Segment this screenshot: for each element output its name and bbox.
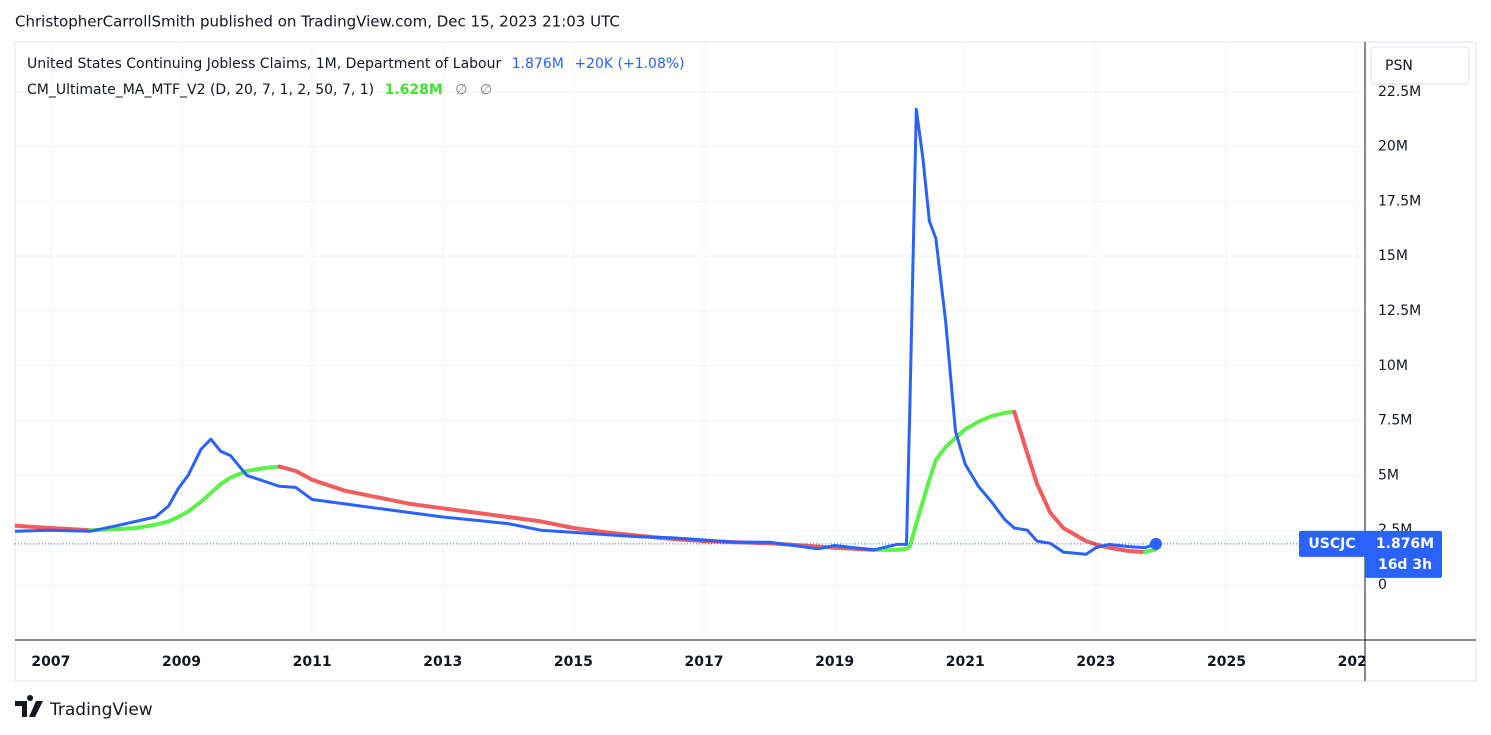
- y-tick-label: 15M: [1378, 248, 1408, 264]
- footer-brand: TradingView: [49, 700, 153, 720]
- series-name: United States Continuing Jobless Claims,…: [27, 56, 501, 72]
- psn-button[interactable]: [1370, 46, 1470, 85]
- x-tick-label: 2017: [685, 654, 724, 670]
- price-tag-value: 1.876M: [1376, 536, 1434, 552]
- x-tick-label: 2025: [1207, 654, 1246, 670]
- x-tick-label: 2015: [554, 654, 593, 670]
- x-tick-label: 2009: [162, 654, 201, 670]
- x-tick-label: 2021: [946, 654, 985, 670]
- indicator-line: [871, 409, 1017, 552]
- indicator-line: [277, 464, 876, 552]
- x-tick-label: 2019: [815, 654, 854, 670]
- psn-button-label[interactable]: PSN: [1385, 58, 1413, 74]
- y-tick-label: 12.5M: [1378, 303, 1421, 319]
- indicator-extra: ∅: [455, 82, 467, 98]
- indicator-line: [1012, 409, 1147, 555]
- x-tick-labels: 2007 2009 2011 2013 2015 2017 2019 2021 2023 2025…: [31, 654, 1377, 670]
- series-line: [15, 107, 1157, 556]
- x-tick-label: 2023: [1076, 654, 1115, 670]
- indicator-extra: ∅: [480, 82, 492, 98]
- y-tick-label: 10M: [1378, 358, 1408, 374]
- x-tick-label: 2013: [423, 654, 462, 670]
- y-tick-label: 0: [1378, 577, 1387, 593]
- x-tick-label: 2007: [31, 654, 70, 670]
- series-last-value: 1.876M: [512, 56, 564, 72]
- y-tick-label: 22.5M: [1378, 84, 1421, 100]
- y-tick-label: 5M: [1378, 467, 1399, 483]
- last-point: [1150, 537, 1163, 550]
- indicator-line: [1142, 547, 1158, 555]
- y-tick-label: 20M: [1378, 139, 1408, 155]
- symbol-tag-label: USCJC: [1308, 536, 1355, 552]
- indicator-value: 1.628M: [385, 82, 443, 98]
- chart-frame: [14, 41, 1477, 682]
- publish-header: ChristopherCarrollSmith published on Tra…: [15, 13, 620, 31]
- price-tag: [1365, 530, 1442, 578]
- legend-indicator: CM_Ultimate_MA_MTF_V2 (D, 20, 7, 1, 2, 5…: [27, 82, 492, 98]
- y-tick-label: 7.5M: [1378, 413, 1412, 429]
- legend-main: United States Continuing Jobless Claims,…: [27, 56, 685, 72]
- symbol-tag: [1299, 530, 1365, 557]
- indicator-name: CM_Ultimate_MA_MTF_V2 (D, 20, 7, 1, 2, 5…: [27, 82, 374, 98]
- price-tag-countdown: 16d 3h: [1378, 557, 1432, 573]
- x-tick-label: 2011: [293, 654, 332, 670]
- tradingview-logo: [15, 695, 43, 717]
- x-tick-label: 2027: [1338, 654, 1377, 670]
- y-tick-label: 17.5M: [1378, 193, 1421, 209]
- series-change: +20K (+1.08%): [574, 56, 684, 72]
